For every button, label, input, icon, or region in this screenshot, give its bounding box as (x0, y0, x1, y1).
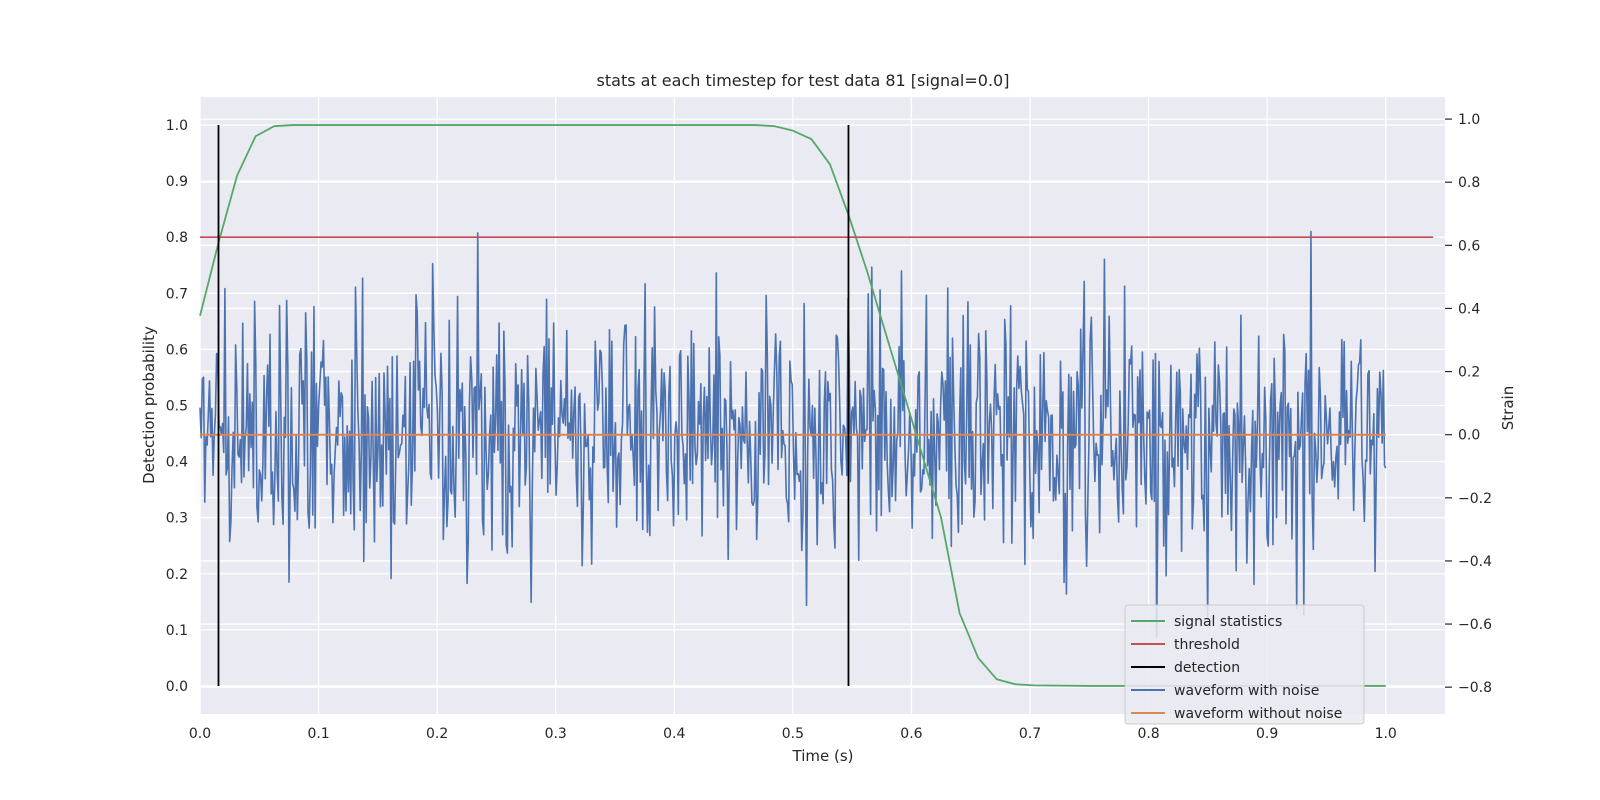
x-tick-label: 0.7 (1019, 726, 1041, 742)
x-tick-label: 0.0 (189, 726, 211, 742)
legend-entry: waveform without noise (1174, 706, 1342, 722)
y-right-tick-label: −0.2 (1458, 491, 1492, 507)
y-axis-right: −0.8 −0.6 −0.4 −0.2 0.0 0.2 0.4 0.6 0.8 1.0 (1445, 112, 1492, 696)
legend-entry: waveform with noise (1174, 683, 1319, 699)
y-right-tick-label: 1.0 (1458, 112, 1480, 128)
y-left-tick-label: 0.9 (166, 174, 188, 190)
y-left-tick-label: 0.7 (166, 286, 188, 302)
y-right-tick-label: −0.8 (1458, 680, 1492, 696)
y-left-tick-label: 0.1 (166, 623, 188, 639)
y-left-tick-label: 0.6 (166, 342, 188, 358)
y-left-tick-label: 1.0 (166, 118, 188, 134)
y-left-tick-label: 0.0 (166, 679, 188, 695)
series-layer (199, 124, 1434, 687)
x-axis: 0.0 0.1 0.2 0.3 0.4 0.5 0.6 0.7 0.8 0.9 1.0 (189, 726, 1397, 742)
x-tick-label: 1.0 (1375, 726, 1397, 742)
x-tick-label: 0.4 (663, 726, 685, 742)
y-left-tick-label: 0.4 (166, 455, 188, 471)
x-tick-label: 0.2 (426, 726, 448, 742)
x-tick-label: 0.5 (782, 726, 804, 742)
y-right-tick-label: 0.0 (1458, 428, 1480, 444)
legend: signal statistics threshold detection wavef… (1124, 604, 1365, 725)
y-right-tick-label: −0.4 (1458, 554, 1492, 570)
x-axis-label: Time (s) (792, 747, 854, 765)
y-right-tick-label: 0.2 (1458, 365, 1480, 381)
y-right-tick-label: 0.6 (1458, 238, 1480, 254)
y-right-tick-label: 0.8 (1458, 175, 1480, 191)
y-axis-left: 0.0 0.1 0.2 0.3 0.4 0.5 0.6 0.7 0.8 0.9 1.0 (166, 118, 188, 695)
legend-entry: signal statistics (1174, 614, 1282, 630)
y-left-tick-label: 0.8 (166, 230, 188, 246)
series-waveform-with-noise (199, 230, 1387, 639)
legend-entry: threshold (1174, 637, 1240, 653)
legend-box (1124, 604, 1365, 725)
y-axis-left-label: Detection probability (140, 326, 158, 484)
chart-title: stats at each timestep for test data 81 … (597, 71, 1010, 90)
y-axis-right-label: Strain (1499, 386, 1517, 430)
y-right-tick-label: 0.4 (1458, 301, 1480, 317)
y-left-tick-label: 0.5 (166, 399, 188, 415)
y-left-tick-label: 0.2 (166, 567, 188, 583)
x-tick-label: 0.1 (307, 726, 329, 742)
y-right-tick-label: −0.6 (1458, 617, 1492, 633)
x-tick-label: 0.6 (900, 726, 922, 742)
y-left-tick-label: 0.3 (166, 511, 188, 527)
legend-entry: detection (1174, 660, 1240, 676)
series-signal-statistics (199, 124, 1386, 687)
x-tick-label: 0.3 (545, 726, 567, 742)
x-tick-label: 0.9 (1256, 726, 1278, 742)
x-tick-label: 0.8 (1137, 726, 1159, 742)
